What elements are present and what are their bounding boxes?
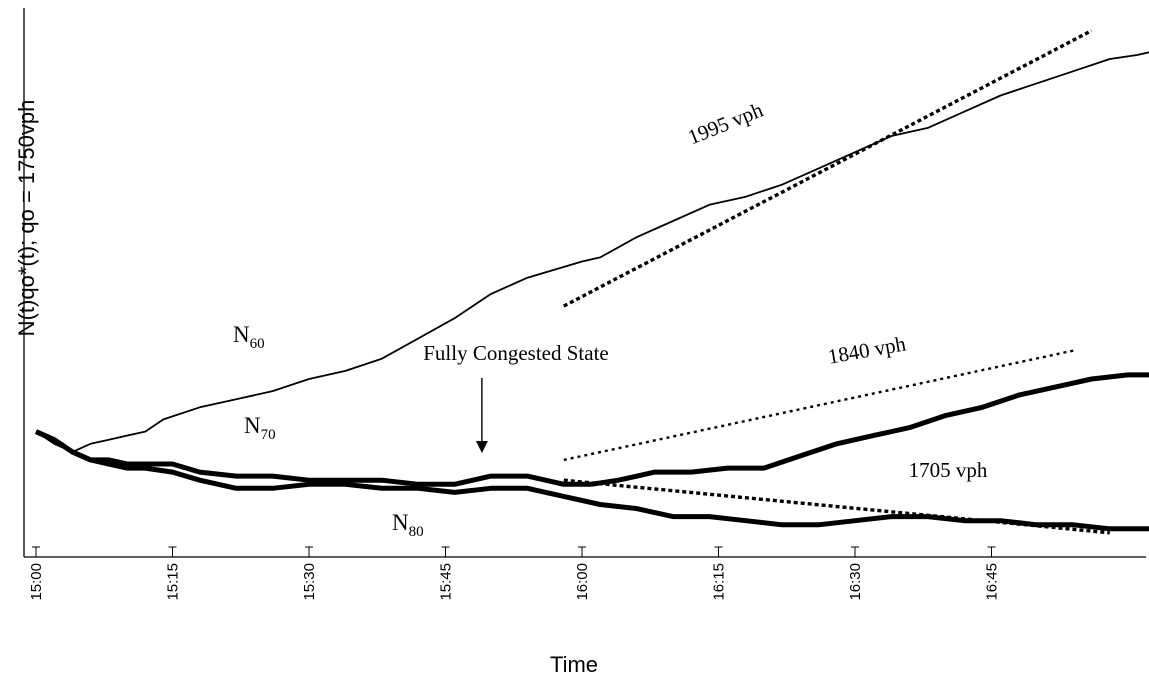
series-label-base: N [392,510,409,535]
trend-line-label: 1995 vph [684,97,766,149]
series-line [35,51,1149,453]
series-label-sub: 60 [250,336,265,352]
x-tick-label: 16:30 [847,563,864,601]
x-axis-title: Time [550,652,598,677]
y-axis-title: N(t)qo*(t); qo = 1750vph [14,100,39,337]
x-tick-label: 15:45 [438,563,455,601]
x-tick-label: 16:45 [984,563,1001,601]
x-tick-label: 15:15 [165,563,182,601]
fully-congested-label: Fully Congested State [423,341,609,365]
series-label-base: N [233,322,250,347]
series-label-base: N [244,413,261,438]
series-line [34,429,1149,532]
trend-lines [563,29,1110,535]
series-line [34,372,1149,487]
trend-line-label: 1705 vph [909,458,988,482]
series-label-sub: 70 [261,427,276,443]
x-tick-label: 15:30 [301,563,318,601]
trend-line [563,29,1093,308]
trend-line-label: 1840 vph [826,331,908,368]
x-tick-label: 16:00 [574,563,591,601]
series-label: N80 [392,510,424,540]
series-lines [34,51,1149,532]
series-label-sub: 80 [409,524,424,540]
x-tick-label: 15:00 [28,563,45,601]
trend-line [563,349,1074,462]
series-label: N60 [233,322,265,352]
x-tick-label: 16:15 [711,563,728,601]
series-label: N70 [244,413,276,443]
annotation-arrow-head [475,441,488,453]
axes: 15:00 15:15 15:30 15:45 16:00 16:15 16:30 16:45… [14,8,1146,677]
